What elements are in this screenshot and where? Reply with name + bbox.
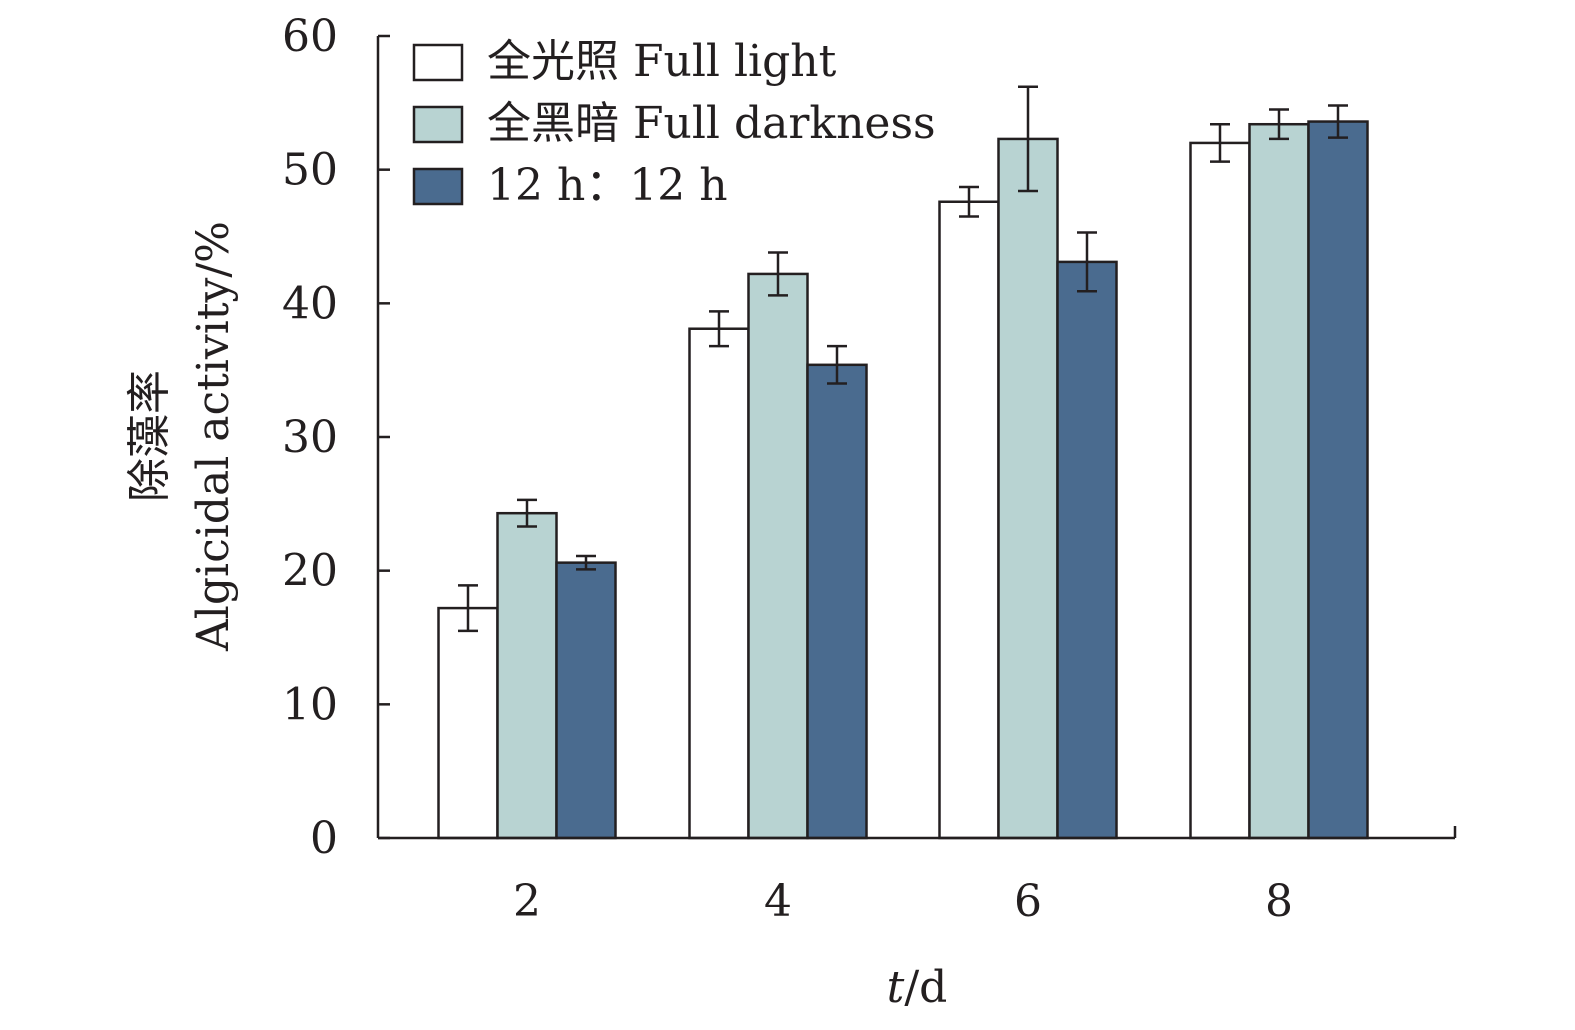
x-axis-title: t/d <box>887 962 948 1013</box>
y-tick-label: 20 <box>282 546 338 597</box>
bar-3-6 <box>1056 260 1118 840</box>
y-tick-label: 10 <box>282 679 338 730</box>
x-tick-label: 6 <box>1014 876 1042 927</box>
bar-1-6 <box>938 200 1000 840</box>
bar-3-2 <box>555 561 617 840</box>
y-tick-label: 40 <box>282 278 338 329</box>
x-tick-label: 4 <box>764 876 792 927</box>
bar-1-8 <box>1189 141 1251 840</box>
bar-1-4 <box>688 327 750 840</box>
y-axis-title-en: Algicidal activity/% <box>188 221 239 652</box>
plot-area <box>437 85 1369 840</box>
x-axis-title-unit: /d <box>904 962 947 1013</box>
legend-label: 全光照 Full light <box>487 36 837 87</box>
bar-1-2 <box>437 606 499 840</box>
legend-swatch <box>412 167 464 206</box>
y-tick-label: 30 <box>282 412 338 463</box>
y-tick-label: 50 <box>282 145 338 196</box>
x-tick-label: 2 <box>513 876 541 927</box>
bar-3-4 <box>806 363 868 840</box>
legend-swatch <box>412 105 464 144</box>
x-tick-label: 8 <box>1265 876 1293 927</box>
legend-swatch <box>412 43 464 82</box>
y-tick-label: 60 <box>282 11 338 62</box>
y-axis-title-cn: 除藻率 <box>124 370 175 502</box>
legend-label: 12 h：12 h <box>487 160 728 211</box>
y-ticks: 0 10 20 30 40 50 60 <box>282 11 390 864</box>
x-ticks: 2 4 6 8 <box>513 876 1293 927</box>
legend: 全光照 Full light 全黑暗 Full darkness 12 h：12 h <box>412 36 936 211</box>
bar-2-4 <box>747 272 809 840</box>
x-axis-title-italic: t <box>887 962 905 1013</box>
bar-2-6 <box>997 137 1059 840</box>
bar-3-8 <box>1307 120 1369 840</box>
bar-2-2 <box>496 511 558 840</box>
bar-2-8 <box>1248 122 1310 840</box>
y-tick-label: 0 <box>310 813 338 864</box>
legend-label: 全黑暗 Full darkness <box>487 98 936 149</box>
y-axis-title: Algicidal activity/% 除藻率 <box>124 221 239 652</box>
